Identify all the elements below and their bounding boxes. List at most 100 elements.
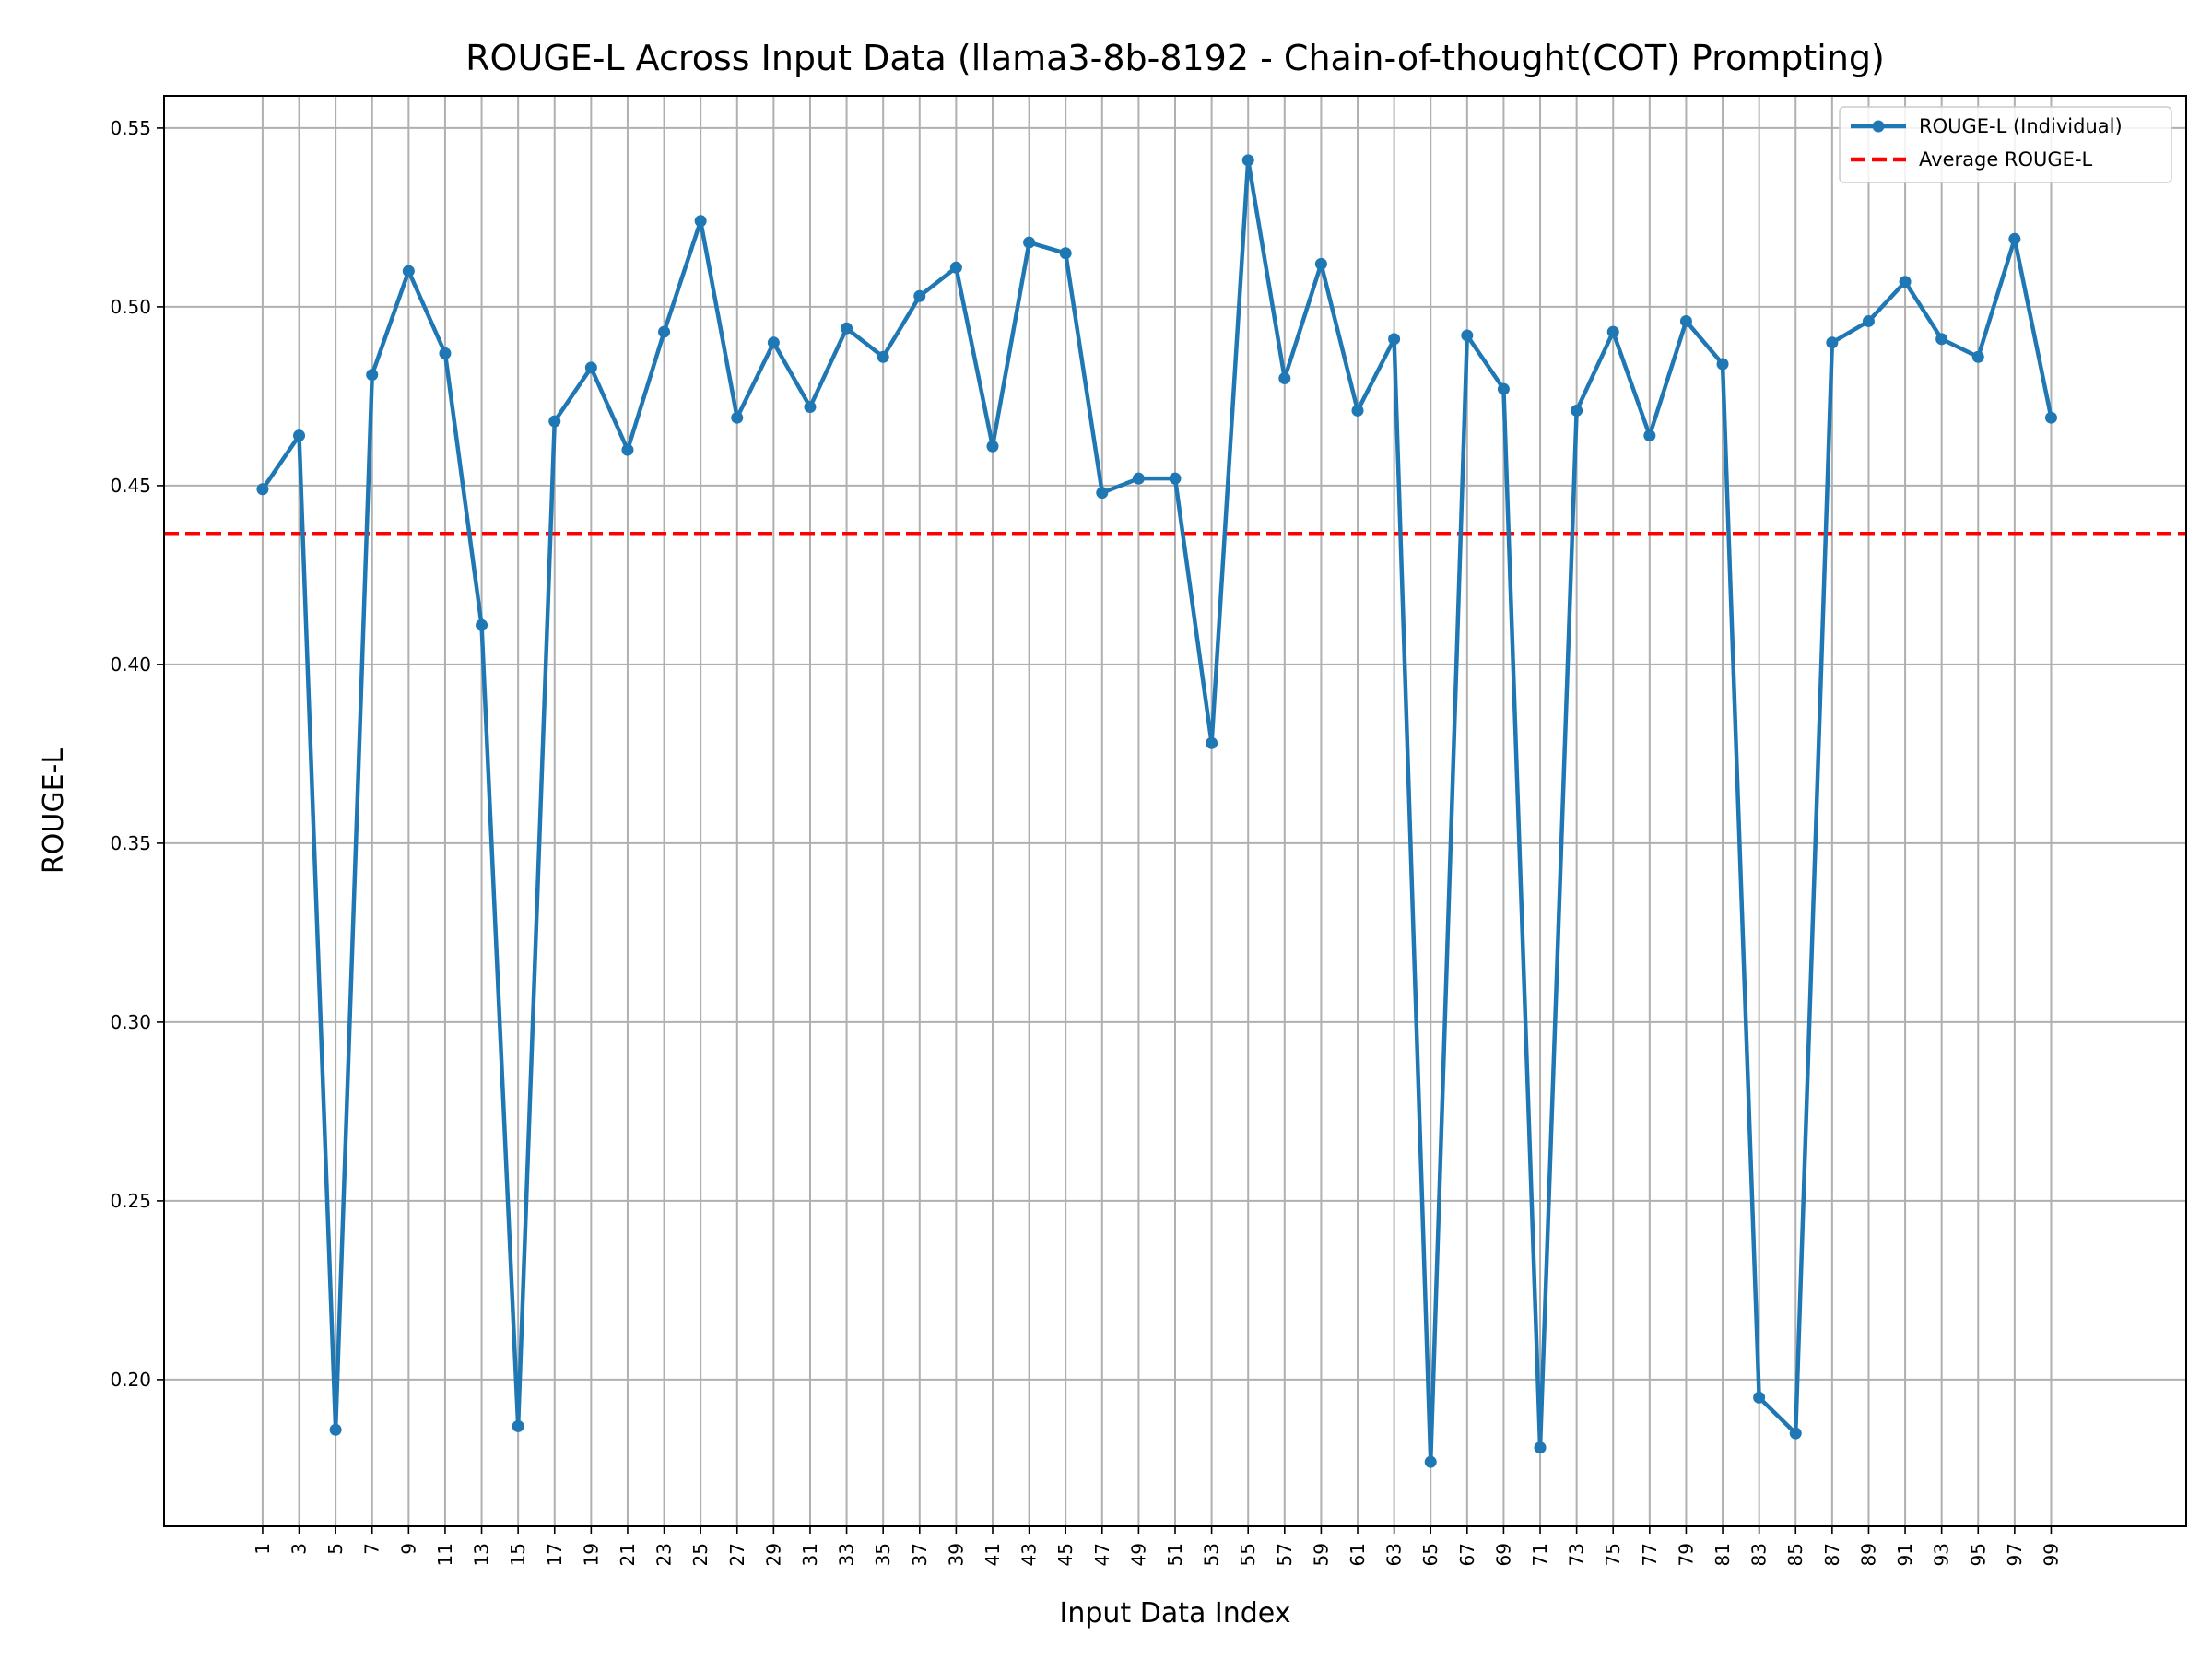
x-tick-label: 47 [1091, 1543, 1113, 1566]
chart-title: ROUGE-L Across Input Data (llama3-8b-819… [465, 38, 1885, 78]
x-tick-label: 97 [2004, 1543, 2026, 1566]
data-point-71 [1534, 1441, 1547, 1454]
x-tick-label: 87 [1821, 1543, 1843, 1566]
x-tick-label: 25 [689, 1543, 712, 1566]
data-point-65 [1424, 1455, 1437, 1468]
data-point-87 [1826, 336, 1839, 349]
x-tick-label: 83 [1748, 1543, 1771, 1566]
x-tick-label: 35 [872, 1543, 894, 1566]
data-point-99 [2044, 411, 2057, 424]
x-tick-label: 5 [324, 1543, 347, 1555]
x-tick-label: 55 [1237, 1543, 1259, 1566]
x-tick-label: 65 [1419, 1543, 1441, 1566]
y-tick-label: 0.20 [110, 1369, 151, 1391]
data-point-35 [877, 350, 889, 363]
legend-label-individual: ROUGE-L (Individual) [1919, 115, 2123, 137]
x-tick-label: 61 [1347, 1543, 1369, 1566]
data-point-3 [293, 429, 306, 442]
data-point-69 [1497, 382, 1510, 395]
x-tick-label: 77 [1639, 1543, 1661, 1566]
x-tick-label: 15 [507, 1543, 529, 1566]
x-tick-label: 39 [945, 1543, 967, 1566]
data-point-27 [731, 411, 744, 424]
data-point-85 [1789, 1427, 1802, 1440]
data-point-23 [658, 325, 671, 338]
data-point-15 [512, 1419, 524, 1432]
x-axis-ticks: 1 3 5 7 9 11 13 15 17 19 21 23 25 27 29 31 33 35 37 39 41 43 4… [252, 1526, 2062, 1566]
data-point-41 [986, 440, 999, 453]
data-point-7 [366, 369, 379, 382]
x-tick-label: 91 [1894, 1543, 1916, 1566]
x-tick-label: 9 [397, 1543, 419, 1555]
legend-marker-individual [1872, 120, 1885, 133]
legend-box [1839, 106, 2172, 183]
data-point-29 [767, 336, 780, 349]
x-tick-label: 81 [1712, 1543, 1734, 1566]
data-point-19 [584, 361, 597, 374]
y-axis-label: ROUGE-L [38, 748, 70, 874]
x-tick-label: 11 [434, 1543, 456, 1566]
data-point-1 [256, 483, 269, 496]
x-tick-label: 63 [1383, 1543, 1406, 1566]
data-point-73 [1571, 404, 1583, 417]
data-point-5 [329, 1423, 342, 1436]
x-tick-label: 53 [1201, 1543, 1223, 1566]
data-point-33 [841, 322, 853, 335]
y-tick-label: 0.40 [110, 653, 151, 676]
data-point-39 [949, 261, 962, 274]
data-point-57 [1278, 372, 1291, 385]
x-tick-label: 59 [1310, 1543, 1332, 1566]
data-point-83 [1753, 1391, 1766, 1404]
data-point-47 [1096, 487, 1109, 500]
data-point-95 [1971, 350, 1984, 363]
data-point-79 [1679, 314, 1692, 327]
data-point-91 [1899, 276, 1912, 288]
x-tick-label: 33 [836, 1543, 858, 1566]
data-point-55 [1241, 154, 1254, 167]
x-tick-label: 79 [1675, 1543, 1697, 1566]
x-tick-label: 75 [1602, 1543, 1624, 1566]
x-tick-label: 89 [1857, 1543, 1879, 1566]
data-point-75 [1606, 325, 1619, 338]
x-tick-label: 23 [653, 1543, 676, 1566]
x-tick-label: 99 [2040, 1543, 2062, 1566]
x-tick-label: 67 [1456, 1543, 1478, 1566]
x-tick-label: 73 [1566, 1543, 1588, 1566]
x-tick-label: 41 [982, 1543, 1004, 1566]
data-point-25 [694, 215, 707, 228]
data-point-63 [1388, 333, 1401, 346]
y-tick-label: 0.25 [110, 1190, 151, 1212]
y-tick-label: 0.50 [110, 296, 151, 318]
data-point-67 [1461, 329, 1474, 342]
x-tick-label: 29 [762, 1543, 784, 1566]
data-point-49 [1132, 472, 1145, 485]
data-point-53 [1206, 736, 1218, 749]
data-point-97 [2008, 232, 2021, 245]
legend-label-average: Average ROUGE-L [1919, 148, 2093, 171]
x-tick-label: 27 [726, 1543, 748, 1566]
data-point-13 [476, 618, 488, 631]
x-tick-label: 51 [1164, 1543, 1186, 1566]
data-point-45 [1059, 247, 1072, 260]
data-point-81 [1716, 358, 1729, 371]
data-point-93 [1936, 333, 1948, 346]
data-point-51 [1169, 472, 1182, 485]
data-point-37 [913, 289, 926, 302]
data-point-11 [439, 347, 452, 359]
data-point-89 [1862, 314, 1875, 327]
x-tick-label: 69 [1492, 1543, 1514, 1566]
x-tick-label: 19 [580, 1543, 602, 1566]
data-point-61 [1351, 404, 1364, 417]
x-tick-label: 71 [1529, 1543, 1551, 1566]
x-tick-label: 57 [1274, 1543, 1296, 1566]
x-tick-label: 37 [909, 1543, 931, 1566]
data-point-43 [1023, 236, 1036, 249]
x-tick-label: 7 [361, 1543, 383, 1555]
y-tick-label: 0.45 [110, 475, 151, 497]
y-tick-label: 0.30 [110, 1011, 151, 1033]
data-point-31 [804, 401, 817, 414]
data-point-77 [1643, 429, 1656, 442]
x-tick-label: 95 [1967, 1543, 1989, 1566]
y-tick-label: 0.35 [110, 832, 151, 854]
